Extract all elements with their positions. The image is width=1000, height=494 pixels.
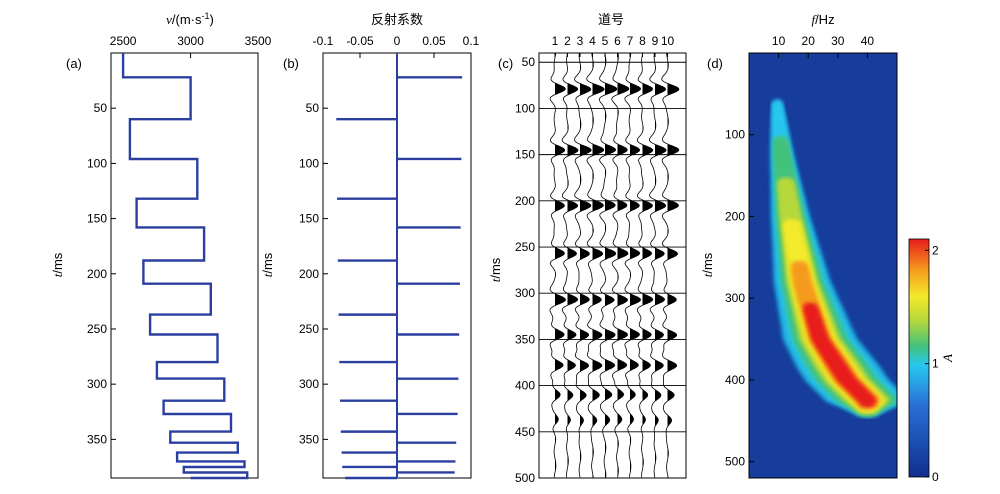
panel-b-y-tick-label: 200 <box>299 267 319 281</box>
panel-c-y-tick-label: 50 <box>522 55 536 69</box>
panel-d-y-tick-label: 100 <box>725 128 745 142</box>
panel-d-ylabel: t/ms <box>700 252 715 277</box>
panel-c-trace <box>611 53 630 478</box>
panel-c-trace <box>649 53 667 478</box>
panel-a-y-tick-label: 250 <box>87 322 107 336</box>
panel-c-y-tick-label: 500 <box>515 471 535 485</box>
panel-b-x-tick-label: -0.05 <box>346 34 374 48</box>
panel-c-trace-fill <box>580 53 592 478</box>
panel-b-y-tick-label: 150 <box>299 212 319 226</box>
panel-c-y-tick-label: 400 <box>515 379 535 393</box>
panel-b-y-tick-label: 50 <box>306 101 320 115</box>
panel-a-x-tick-label: 3000 <box>177 34 204 48</box>
panel-d-energy-patch <box>860 398 875 408</box>
panel-c-title: 道号 <box>598 12 624 27</box>
panel-b-title: 反射系数 <box>371 12 423 27</box>
panel-d-y-tick-label: 500 <box>725 455 745 469</box>
panel-a-ylabel: t/ms <box>50 252 65 277</box>
panel-c-y-tick-label: 250 <box>515 240 535 254</box>
panel-c-y-tick-label: 150 <box>515 148 535 162</box>
panel-c-y-tick-label: 100 <box>515 101 535 115</box>
panel-c-trace <box>561 53 579 478</box>
colorbar-tick-label: 0 <box>932 470 939 484</box>
panel-a-velocity-line <box>121 53 249 480</box>
panel-c-trace-label: 6 <box>614 34 621 48</box>
panel-b-y-tick-label: 300 <box>299 377 319 391</box>
panel-c-trace <box>586 53 605 478</box>
panel-c-trace-label: 8 <box>639 34 646 48</box>
panel-c-trace-fill <box>655 53 666 478</box>
panel-c-trace-label: 7 <box>627 34 634 48</box>
panel-b-x-tick-label: 0.05 <box>422 34 446 48</box>
colorbar-label: A <box>940 354 955 363</box>
panel-c-trace <box>598 53 618 478</box>
panel-b-x-tick-label: 0 <box>394 34 401 48</box>
panel-c-trace <box>661 53 680 478</box>
panel-b-x-tick-label: -0.1 <box>313 34 334 48</box>
panel-a-y-tick-label: 200 <box>87 267 107 281</box>
panel-b-ylabel: t/ms <box>260 252 275 277</box>
panel-d-heatmap <box>749 53 897 478</box>
panel-c-ylabel: t/ms <box>488 257 503 282</box>
panel-a-y-tick-label: 50 <box>94 101 108 115</box>
panel-d-label: (d) <box>707 56 723 71</box>
panel-c-trace <box>574 53 592 478</box>
panel-d-y-tick-label: 400 <box>725 373 745 387</box>
panel-a-title: v/(m·s-1) <box>166 11 214 27</box>
panel-c-trace-label: 9 <box>652 34 659 48</box>
panel-c-trace-fill <box>642 53 653 478</box>
panel-a-frame <box>110 52 259 479</box>
panel-c-trace-label: 10 <box>661 34 675 48</box>
panel-a-label: (a) <box>66 56 82 71</box>
panel-b-y-tick-label: 250 <box>299 322 319 336</box>
colorbar-tick-label: 2 <box>932 243 939 257</box>
panel-c-trace <box>624 53 641 478</box>
colorbar-tick-label: 1 <box>932 357 939 371</box>
panel-c-trace-label: 4 <box>589 34 596 48</box>
panel-d-x-tick-label: 40 <box>861 34 875 48</box>
panel-a-y-tick-label: 300 <box>87 377 107 391</box>
panel-b-y-tick-label: 350 <box>299 432 319 446</box>
panel-c-y-tick-label: 300 <box>515 286 535 300</box>
panel-c-trace-label: 5 <box>602 34 609 48</box>
panel-b-x-tick-label: 0.1 <box>463 34 480 48</box>
panel-a-y-tick-label: 150 <box>87 212 107 226</box>
panel-c-trace <box>636 53 654 478</box>
panel-a-x-tick-label: 3500 <box>245 34 272 48</box>
panel-c-trace-fill <box>617 53 629 478</box>
panel-d-x-tick-label: 30 <box>831 34 845 48</box>
panel-c-trace-label: 1 <box>552 34 559 48</box>
panel-c-trace-fill <box>555 53 566 478</box>
panel-c: (c) 道号 t/ms 1 2 3 4 5 6 7 8 9 10 50 100 150 200 250 30… <box>488 12 687 485</box>
panel-d: (d) f/Hz t/ms 10 20 30 40 100 200 300 400 500 0… <box>700 12 955 484</box>
panel-d-x-tick-label: 10 <box>772 34 786 48</box>
panel-c-trace-label: 2 <box>564 34 571 48</box>
panel-c-y-tick-label: 200 <box>515 194 535 208</box>
panel-b-y-tick-label: 100 <box>299 156 319 170</box>
panel-c-label: (c) <box>498 56 513 71</box>
panel-c-trace-fill <box>605 53 617 478</box>
panel-c-trace-label: 3 <box>577 34 584 48</box>
panel-a: (a) v/(m·s-1) t/ms 2500 3000 3500 50 100 150… <box>50 11 272 480</box>
panel-c-trace-fill <box>667 53 679 478</box>
panel-c-y-tick-label: 350 <box>515 332 535 346</box>
colorbar <box>908 238 930 478</box>
panel-b: (b) 反射系数 t/ms -0.1 -0.05 0 0.05 0.1 50 100 150… <box>260 12 480 480</box>
panel-c-y-tick-label: 450 <box>515 425 535 439</box>
panel-a-y-tick-label: 100 <box>87 156 107 170</box>
panel-c-trace-fill <box>592 53 605 478</box>
panel-d-y-tick-label: 200 <box>725 209 745 223</box>
panel-c-trace <box>549 53 566 478</box>
panel-d-title: f/Hz <box>811 12 834 27</box>
panel-d-frame <box>748 52 898 479</box>
panel-b-label: (b) <box>283 56 299 71</box>
panel-a-y-tick-label: 350 <box>87 432 107 446</box>
panel-d-y-tick-label: 300 <box>725 291 745 305</box>
panel-a-x-tick-label: 2500 <box>110 34 137 48</box>
panel-d-x-tick-label: 20 <box>802 34 816 48</box>
